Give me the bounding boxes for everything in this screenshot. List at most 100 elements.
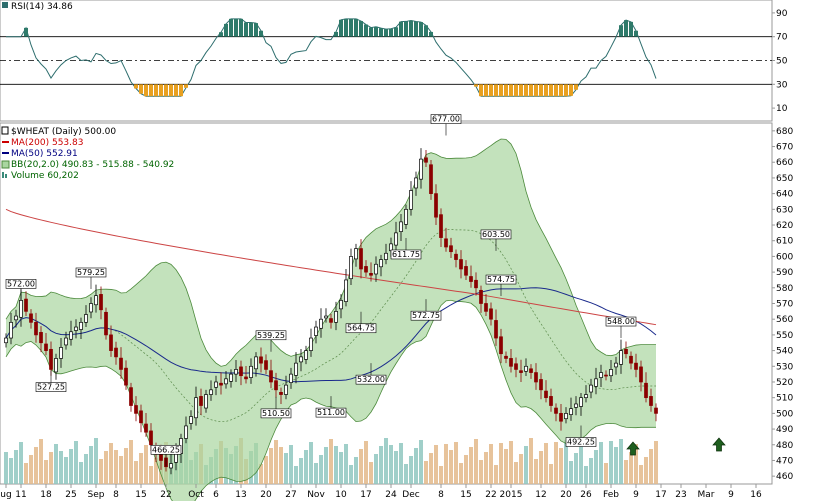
annotation-box <box>605 316 637 327</box>
annotation-box <box>480 229 512 240</box>
candle-body <box>474 279 478 289</box>
candle-body <box>84 314 88 323</box>
annotation-box <box>485 274 517 285</box>
candle-body <box>464 266 468 276</box>
candle-body <box>269 370 273 383</box>
volume-bar <box>329 439 333 484</box>
volume-bar <box>149 466 153 484</box>
rsi-tick-label: 30 <box>776 80 788 90</box>
candle-body <box>359 248 363 270</box>
volume-bar <box>289 445 293 484</box>
volume-bar <box>314 463 318 484</box>
price-tick-label: 580 <box>776 284 793 294</box>
volume-bar <box>654 441 658 484</box>
volume-bar <box>629 452 633 484</box>
symbol-label: $WHEAT (Daily) 500.00 <box>11 127 116 137</box>
annotation-box <box>345 323 377 334</box>
candle-body <box>114 347 118 358</box>
volume-bar <box>464 455 468 484</box>
volume-bar <box>534 459 538 484</box>
candle-body <box>304 350 308 360</box>
volume-bar <box>114 450 118 484</box>
candle-body <box>189 416 193 424</box>
date-tick-label: 26 <box>580 490 592 500</box>
candle-body <box>584 394 588 399</box>
volume-bar <box>69 449 73 484</box>
candle-body <box>394 232 398 246</box>
candle-body <box>514 363 518 370</box>
annotation-label: 492.25 <box>567 438 595 447</box>
candle-body <box>634 362 638 370</box>
volume-bar <box>49 452 53 484</box>
volume-bar <box>639 465 643 484</box>
candle-body <box>354 248 358 260</box>
candle-body <box>409 190 413 210</box>
candle-body <box>69 331 73 340</box>
volume-bar <box>79 462 83 484</box>
candle-body <box>429 164 433 194</box>
annotation-box <box>75 267 107 278</box>
volume-bar <box>124 448 128 484</box>
candle-body <box>29 313 33 323</box>
volume-bar <box>284 453 288 484</box>
price-tick-label: 550 <box>776 331 793 341</box>
volume-bar <box>624 460 628 484</box>
annotation-label: 611.75 <box>392 250 420 259</box>
candle-body <box>59 347 63 359</box>
candle-body <box>329 318 333 323</box>
candle-body <box>579 397 583 407</box>
rsi-header: RSI(14) 34.86 <box>2 2 73 12</box>
annotation-label: 527.25 <box>37 383 65 392</box>
date-tick-label: 8 <box>113 490 119 500</box>
candle-body <box>339 300 343 310</box>
volume-bar <box>279 447 283 484</box>
candle-body <box>519 370 523 373</box>
volume-bar <box>569 461 573 484</box>
volume-bar <box>574 453 578 484</box>
axis-layer: 460 470 480 490 500 510 520 530 540 550 560 570 580 5… <box>0 9 793 500</box>
candle-body <box>629 355 633 364</box>
date-tick-label: Sep <box>88 490 105 500</box>
annotation-box <box>355 374 387 385</box>
date-tick-label: 25 <box>65 490 76 500</box>
candle-body <box>469 276 473 282</box>
candle-body <box>279 391 283 395</box>
candle-body <box>14 315 18 321</box>
annotation-label: 532.00 <box>357 375 385 384</box>
legend-bb: BB(20,2.0) 490.83 - 515.88 - 540.92 <box>11 160 174 170</box>
candle-body <box>494 320 498 339</box>
volume-bar <box>409 456 413 484</box>
date-tick-label: 18 <box>40 490 52 500</box>
annotation-label: 677.00 <box>432 115 460 124</box>
price-tick-label: 650 <box>776 174 793 184</box>
date-tick-label: ug <box>0 490 11 500</box>
candle-body <box>459 259 463 270</box>
candle-body <box>654 407 658 414</box>
date-tick-label: Oct <box>188 490 204 500</box>
candle-body <box>504 355 508 359</box>
volume-bar <box>259 464 263 484</box>
price-tick-label: 620 <box>776 221 793 231</box>
volume-bar <box>374 454 378 484</box>
annotation-box <box>150 445 182 455</box>
symbol-icon <box>1 126 9 135</box>
candle-body <box>404 208 408 225</box>
candle-body <box>254 356 258 370</box>
volume-bar <box>404 464 408 484</box>
candle-body <box>184 425 188 439</box>
volume-bar <box>24 463 28 484</box>
volume-bar <box>369 462 373 484</box>
candle-body <box>64 337 68 346</box>
volume-bar <box>294 466 298 484</box>
volume-bar <box>514 462 518 484</box>
date-tick-label: Feb <box>603 490 619 500</box>
candle-body <box>544 390 548 399</box>
annotation-label: 572.00 <box>7 279 35 288</box>
ma200-line <box>5 208 657 326</box>
volume-bar <box>384 438 388 484</box>
annotation-label: 511.00 <box>317 408 345 417</box>
candle-body <box>559 413 563 422</box>
date-tick-label: 17 <box>655 490 666 500</box>
volume-bar <box>424 461 428 484</box>
